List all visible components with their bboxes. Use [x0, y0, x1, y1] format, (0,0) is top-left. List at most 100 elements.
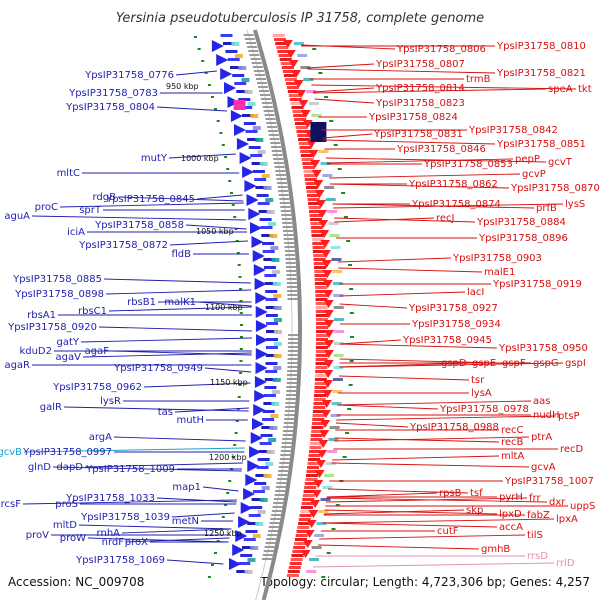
gene-label[interactable]: ptrA — [531, 432, 552, 443]
gene-label[interactable]: agaV — [56, 352, 82, 363]
gene-label[interactable]: rrsD — [527, 551, 548, 562]
gene-label[interactable]: recB — [501, 437, 524, 448]
gene-label[interactable]: YpsIP31758_1069 — [75, 555, 165, 566]
gene-label[interactable]: sprT — [79, 205, 102, 216]
gene-label[interactable]: YpsIP31758_0885 — [12, 274, 102, 285]
gene-label[interactable]: rbsB1 — [127, 297, 156, 308]
gene-label[interactable]: malE1 — [484, 267, 515, 278]
gene-label[interactable]: YpsIP31758_0845 — [105, 194, 195, 205]
gene-label[interactable]: YpsIP31758_0872 — [78, 240, 168, 251]
gene-label[interactable]: dxr — [549, 497, 566, 508]
gene-label[interactable]: YpsIP31758_0920 — [7, 322, 97, 333]
gene-label[interactable]: tas — [158, 407, 173, 418]
gene-label[interactable]: lysR — [100, 396, 121, 407]
gene-label[interactable]: proX — [125, 537, 148, 548]
gene-label[interactable]: fabZ — [527, 510, 550, 521]
gene-label[interactable]: agaF — [85, 346, 110, 357]
gene-label[interactable]: YpsIP31758_0870 — [510, 183, 600, 194]
gene-label[interactable]: glnD — [28, 462, 51, 473]
gene-label[interactable]: rnhA — [97, 528, 121, 539]
gene-label[interactable]: YpsIP31758_0862 — [408, 179, 498, 190]
gene-label[interactable]: galR — [40, 402, 62, 413]
gene-label[interactable]: gatY — [56, 337, 79, 348]
gene-label[interactable]: YpsIP31758_0927 — [408, 303, 498, 314]
gene-label[interactable]: rrlD — [556, 558, 575, 569]
gene-label[interactable]: aas — [533, 396, 550, 407]
gene-label[interactable]: lpxD — [499, 509, 522, 520]
gene-label[interactable]: uppS — [570, 501, 595, 512]
gene-label[interactable]: YpsIP31758_0851 — [496, 139, 586, 150]
gene-label[interactable]: rdgB — [93, 192, 117, 203]
gene-label[interactable]: YpsIP31758_0831 — [373, 129, 463, 140]
gene-label[interactable]: YpsIP31758_0842 — [468, 125, 558, 136]
gene-label[interactable]: YpsIP31758_0776 — [84, 70, 174, 81]
gene-label[interactable]: YpsIP31758_0783 — [68, 88, 158, 99]
gene-label[interactable]: speA — [548, 84, 573, 95]
gene-label[interactable]: rpsB — [439, 488, 462, 499]
gene-label[interactable]: proW — [60, 533, 86, 544]
gene-label[interactable]: gcvT — [548, 157, 573, 168]
gene-label[interactable]: accA — [499, 522, 523, 533]
gene-label[interactable]: prfB — [536, 203, 557, 214]
gene-label[interactable]: YpsIP31758_0988 — [409, 422, 499, 433]
gene-label[interactable]: frr — [529, 493, 541, 504]
gene-label[interactable]: tkt — [578, 84, 592, 95]
gene-label[interactable]: lysS — [565, 199, 585, 210]
gene-label[interactable]: malK1 — [164, 297, 196, 308]
gene-label[interactable]: mltA — [501, 451, 524, 462]
gene-label[interactable]: YpsIP31758_0962 — [52, 382, 142, 393]
gene-label[interactable]: YpsIP31758_0853 — [423, 159, 513, 170]
gene-label[interactable]: fldB — [171, 249, 191, 260]
gene-label[interactable]: proV — [26, 530, 49, 541]
gene-label[interactable]: mutY — [141, 153, 168, 164]
gene-label[interactable]: dapD — [56, 462, 83, 473]
gene-label[interactable]: argA — [89, 432, 112, 443]
gene-label[interactable]: gmhB — [481, 544, 510, 555]
gene-label[interactable]: YpsIP31758_0804 — [65, 102, 155, 113]
gene-label[interactable]: recC — [501, 425, 524, 436]
gene-label[interactable]: gcvP — [522, 169, 546, 180]
gene-label[interactable]: YpsIP31758_0934 — [411, 319, 501, 330]
gene-label[interactable]: YpsIP31758_1009 — [85, 464, 175, 475]
gene-label[interactable]: gspF — [502, 358, 526, 369]
gene-label[interactable]: rbsC1 — [78, 306, 107, 317]
gene-label[interactable]: lpxA — [556, 514, 578, 525]
gene-label[interactable]: tsf — [470, 488, 483, 499]
gene-label[interactable]: map1 — [172, 482, 201, 493]
gene-label[interactable]: YpsIP31758_0846 — [396, 144, 486, 155]
gene-label[interactable]: proC — [35, 202, 58, 213]
gene-label[interactable]: lacI — [467, 287, 484, 298]
gene-label[interactable]: YpsIP31758_1033 — [65, 493, 155, 504]
gene-label[interactable]: recD — [560, 444, 584, 455]
gene-label[interactable]: gcvB — [0, 447, 22, 458]
gene-label[interactable]: YpsIP31758_0858 — [94, 220, 184, 231]
gene-label[interactable]: YpsIP31758_0978 — [439, 404, 529, 415]
gene-label[interactable]: gspG — [533, 358, 559, 369]
gene-label[interactable]: YpsIP31758_1039 — [80, 512, 170, 523]
gene-label[interactable]: pyrH — [499, 492, 523, 503]
gene-label[interactable]: gcvA — [531, 462, 556, 473]
gene-label[interactable]: YpsIP31758_0949 — [113, 363, 203, 374]
gene-label[interactable]: proS — [55, 499, 78, 510]
gene-label[interactable]: YpsIP31758_0821 — [496, 68, 586, 79]
gene-label[interactable]: nrdF — [102, 537, 125, 548]
gene-label[interactable]: YpsIP31758_0824 — [368, 112, 458, 123]
gene-label[interactable]: gspI — [565, 358, 586, 369]
gene-label[interactable]: skp — [466, 505, 483, 516]
gene-label[interactable]: tsr — [471, 375, 485, 386]
gene-label[interactable]: YpsIP31758_0898 — [14, 289, 104, 300]
gene-label[interactable]: trmB — [466, 74, 491, 85]
gene-label[interactable]: recJ — [436, 213, 455, 224]
gene-label[interactable]: kduD2 — [19, 346, 52, 357]
gene-label[interactable]: rbsA1 — [27, 310, 56, 321]
gene-label[interactable]: gspD — [441, 358, 467, 369]
gene-label[interactable]: YpsIP31758_0806 — [396, 44, 486, 55]
gene-label[interactable]: agaR — [4, 360, 30, 371]
gene-label[interactable]: YpsIP31758_0896 — [478, 233, 568, 244]
gene-label[interactable]: tilS — [527, 530, 543, 541]
gene-label[interactable]: lysA — [471, 388, 492, 399]
gene-label[interactable]: iciA — [67, 227, 85, 238]
gene-label[interactable]: YpsIP31758_0823 — [375, 98, 465, 109]
gene-label[interactable]: ptsP — [558, 411, 580, 422]
gene-label[interactable]: metN — [172, 516, 199, 527]
